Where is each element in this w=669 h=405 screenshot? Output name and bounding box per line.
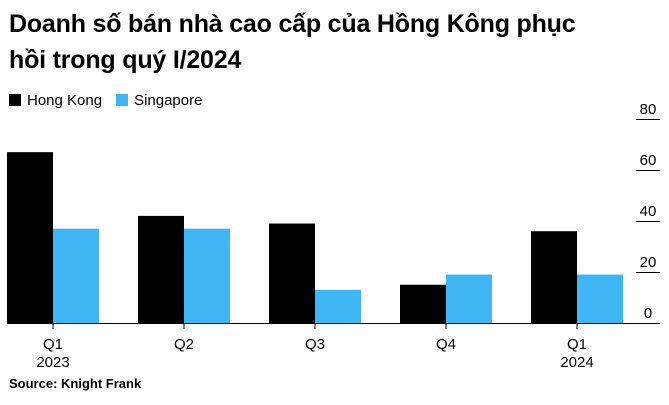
legend-swatch-hong-kong <box>9 94 21 106</box>
legend-swatch-singapore <box>116 94 129 106</box>
x-tick-label: Q1 <box>43 336 63 353</box>
bar-singapore-4 <box>446 274 492 323</box>
bar-hong-kong-2 <box>138 215 184 323</box>
bar-hong-kong-3 <box>269 223 315 323</box>
bar-singapore-3 <box>315 289 361 323</box>
bar-hong-kong-5 <box>531 231 577 323</box>
x-tick-year: 2023 <box>36 354 69 371</box>
bar-singapore-5 <box>577 274 623 323</box>
legend-item-hong-kong: Hong Kong <box>9 92 102 109</box>
x-tick-label: Q1 <box>567 336 587 353</box>
legend: Hong Kong Singapore <box>9 90 216 110</box>
legend-label-singapore: Singapore <box>134 91 203 109</box>
bar-singapore-2 <box>184 228 230 323</box>
y-tick-label: 60 <box>640 152 657 169</box>
x-tick-year: 2024 <box>560 354 593 371</box>
bar-singapore-1 <box>53 228 99 323</box>
bar-hong-kong-1 <box>7 152 53 323</box>
legend-label-hong-kong: Hong Kong <box>27 91 103 109</box>
x-tick-label: Q2 <box>174 336 194 353</box>
bar-hong-kong-4 <box>400 284 446 323</box>
x-tick-label: Q3 <box>305 336 325 353</box>
y-tick-label: 40 <box>640 203 657 220</box>
x-tick-label: Q4 <box>436 336 456 353</box>
y-tick-label: 20 <box>640 254 657 271</box>
source-note: Source: Knight Frank <box>9 376 142 391</box>
y-tick-label: 0 <box>644 305 652 322</box>
legend-item-singapore: Singapore <box>116 92 202 109</box>
chart-title: Doanh số bán nhà cao cấp của Hồng Kông p… <box>9 10 576 74</box>
y-tick-label: 80 <box>640 101 657 118</box>
